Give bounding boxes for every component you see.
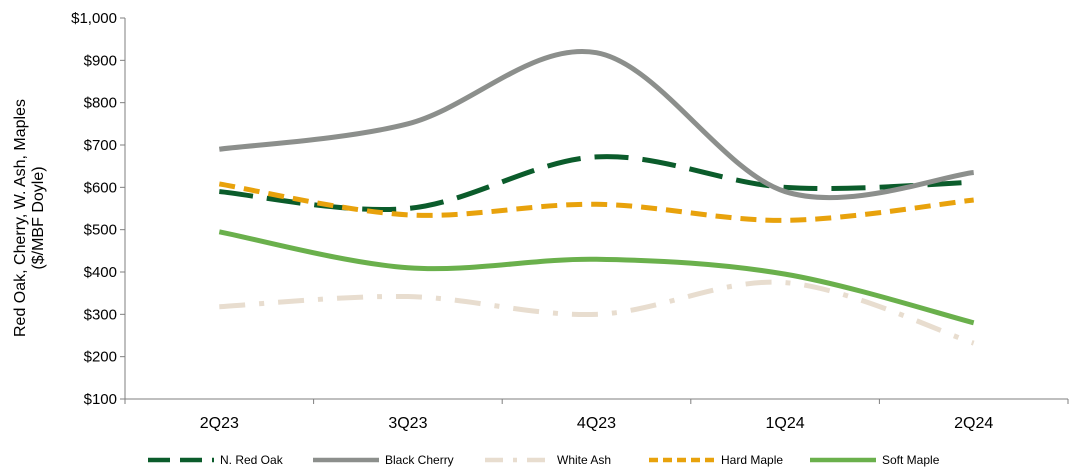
legend-label-n-red-oak: N. Red Oak [220, 453, 284, 467]
x-axis-ticks: 2Q23 3Q23 4Q23 1Q24 2Q24 [124, 399, 1069, 432]
y-tick-label: $200 [84, 349, 117, 366]
y-tick-label: $600 [84, 179, 117, 196]
y-tick-label: $100 [84, 391, 117, 408]
series-line-white-ash [219, 279, 975, 346]
x-tick-label: 2Q24 [954, 415, 993, 432]
y-tick-label: $400 [84, 264, 117, 281]
legend-label-black-cherry: Black Cherry [385, 453, 454, 467]
x-tick-label: 3Q23 [388, 415, 427, 432]
y-axis-title-line2: ($/MBF Doyle) [30, 166, 47, 269]
series-line-hard-maple [218, 181, 974, 223]
legend-label-hard-maple: Hard Maple [721, 453, 783, 467]
x-tick-label: 1Q24 [766, 415, 805, 432]
y-axis-title: Red Oak, Cherry, W. Ash, Maples ($/MBF D… [12, 99, 47, 337]
axes [124, 18, 1068, 400]
legend-label-white-ash: White Ash [557, 453, 611, 467]
y-tick-label: $800 [84, 95, 117, 112]
series-lines [218, 48, 975, 346]
series-line-n-red-oak [219, 154, 974, 213]
y-tick-label: $700 [84, 137, 117, 154]
y-tick-label: $300 [84, 306, 117, 323]
x-tick-label: 4Q23 [577, 415, 616, 432]
y-axis-ticks: $100 $200 $300 $400 $500 $600 $700 $800 $900 $1,0… [71, 10, 125, 408]
x-tick-label: 2Q23 [200, 415, 239, 432]
y-tick-label: $1,000 [71, 10, 117, 27]
y-tick-label: $900 [84, 52, 117, 69]
legend-label-soft-maple: Soft Maple [882, 453, 940, 467]
legend: N. Red Oak Black Cherry White Ash Hard Mapl… [148, 453, 940, 467]
series-line-black-cherry [218, 48, 974, 201]
series-line-soft-maple [218, 229, 975, 326]
y-axis-title-line1: Red Oak, Cherry, W. Ash, Maples [12, 99, 29, 337]
y-tick-label: $500 [84, 222, 117, 239]
